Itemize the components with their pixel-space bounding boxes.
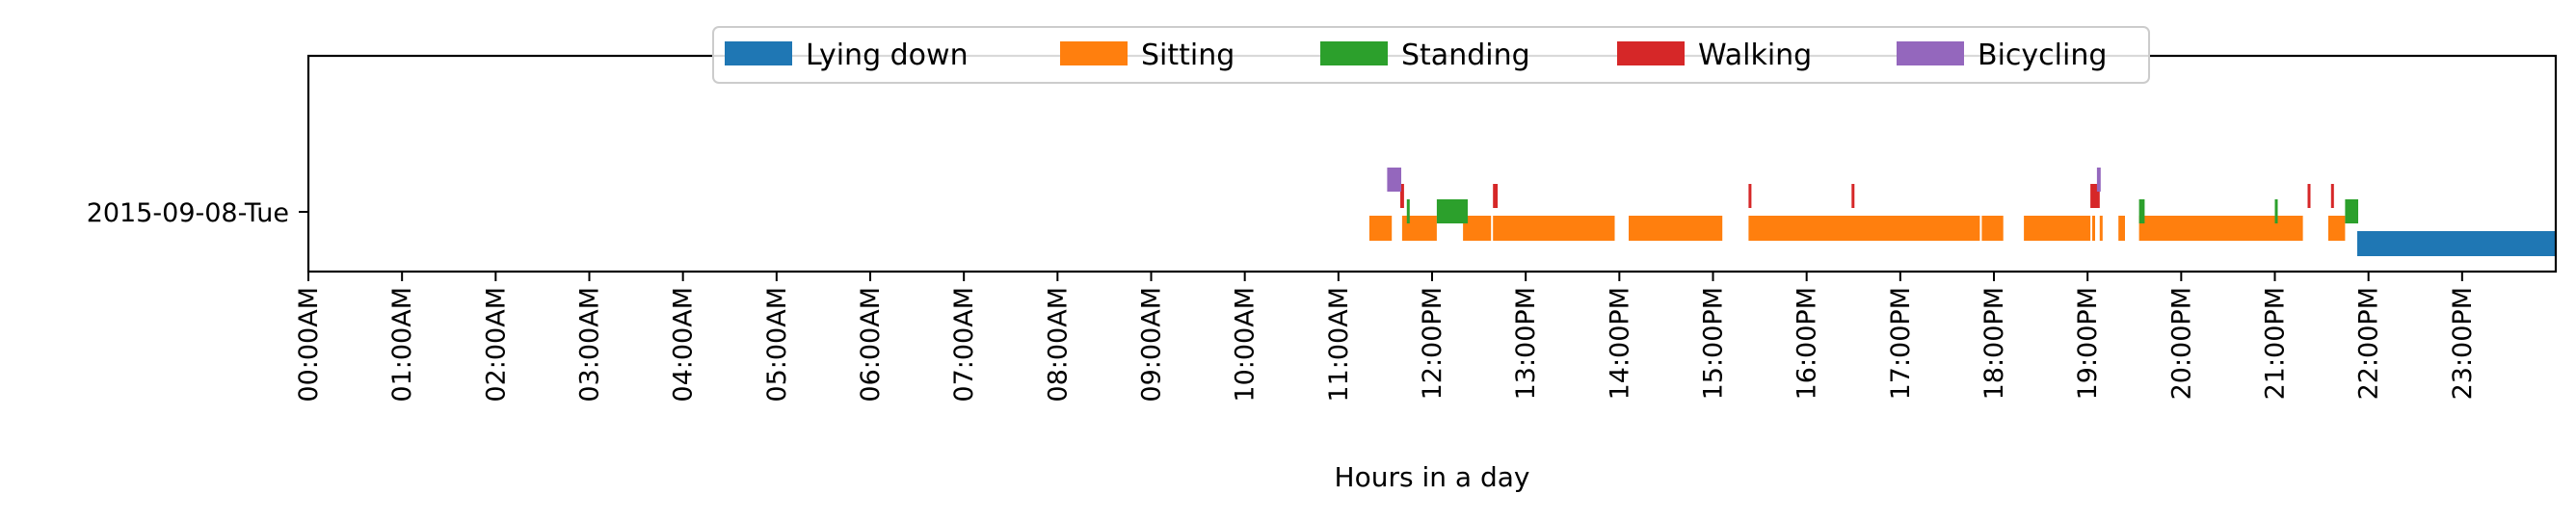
x-tick-label-2: 02:00AM <box>481 287 511 403</box>
bar-sitting-4 <box>1629 216 1723 241</box>
legend: Lying down Sitting Standing Walking Bicyclin… <box>712 26 2150 84</box>
bar-walking-5 <box>2307 184 2311 208</box>
bar-walking-6 <box>2330 184 2334 208</box>
legend-label-walking: Walking <box>1698 39 1812 72</box>
bar-standing-1 <box>1436 199 1468 223</box>
bar-walking-4 <box>2090 184 2100 208</box>
bar-walking-1 <box>1493 184 1499 208</box>
bar-lying-down-0 <box>2357 231 2556 256</box>
x-axis-label: Hours in a day <box>1335 461 1530 493</box>
legend-swatch-lying-down <box>725 41 792 65</box>
bar-standing-2 <box>2138 199 2145 223</box>
x-tick-label-14: 14:00PM <box>1605 287 1634 400</box>
bar-bicycling-0 <box>1387 168 1401 192</box>
x-tick-label-20: 20:00PM <box>2166 287 2196 400</box>
bar-standing-4 <box>2345 199 2358 223</box>
bar-sitting-8 <box>2092 216 2095 241</box>
bar-sitting-3 <box>1493 216 1615 241</box>
legend-items: Lying down Sitting Standing Walking Bicyclin… <box>725 39 2107 72</box>
x-tick-label-12: 12:00PM <box>1418 287 1447 400</box>
bar-sitting-7 <box>2024 216 2091 241</box>
bar-standing-0 <box>1406 199 1410 223</box>
y-axis: 2015-09-08-Tue <box>87 198 308 228</box>
x-tick-label-3: 03:00AM <box>575 287 605 403</box>
x-tick-label-19: 19:00PM <box>2073 287 2103 400</box>
legend-label-bicycling: Bicycling <box>1978 39 2107 72</box>
x-tick-label-18: 18:00PM <box>1979 287 2009 400</box>
y-tick-label-day: 2015-09-08-Tue <box>87 198 289 228</box>
activity-bars <box>1368 168 2556 256</box>
bar-sitting-9 <box>2099 216 2103 241</box>
legend-item-lying-down: Lying down <box>725 39 969 72</box>
bar-standing-3 <box>2274 199 2278 223</box>
x-tick-label-22: 22:00PM <box>2354 287 2384 400</box>
x-tick-label-0: 00:00AM <box>294 287 324 403</box>
x-tick-label-23: 23:00PM <box>2448 287 2478 400</box>
bar-walking-3 <box>1851 184 1855 208</box>
bar-walking-2 <box>1748 184 1752 208</box>
bar-sitting-12 <box>2327 216 2346 241</box>
legend-item-bicycling: Bicycling <box>1897 39 2107 72</box>
x-tick-label-8: 08:00AM <box>1043 287 1073 403</box>
legend-label-standing: Standing <box>1401 39 1530 72</box>
legend-label-lying-down: Lying down <box>806 39 969 72</box>
bar-sitting-6 <box>1981 216 2004 241</box>
x-tick-label-9: 09:00AM <box>1137 287 1167 403</box>
legend-label-sitting: Sitting <box>1141 39 1235 72</box>
x-axis: 00:00AM 01:00AM 02:00AM 03:00AM 04:00AM 05:00… <box>294 272 2478 403</box>
legend-swatch-standing <box>1320 41 1388 65</box>
x-tick-label-10: 10:00AM <box>1231 287 1261 403</box>
legend-swatch-bicycling <box>1897 41 1964 65</box>
legend-swatch-sitting <box>1060 41 1128 65</box>
legend-frame <box>712 26 2150 84</box>
bar-sitting-11 <box>2138 216 2303 241</box>
x-tick-label-17: 17:00PM <box>1886 287 1916 400</box>
x-tick-label-1: 01:00AM <box>387 287 417 403</box>
x-tick-label-13: 13:00PM <box>1511 287 1541 400</box>
bar-bicycling-1 <box>2096 168 2101 192</box>
bar-sitting-10 <box>2118 216 2125 241</box>
x-tick-label-16: 16:00PM <box>1793 287 1822 400</box>
x-tick-label-6: 06:00AM <box>856 287 886 403</box>
legend-item-walking: Walking <box>1617 39 1812 72</box>
bar-sitting-0 <box>1368 216 1393 241</box>
legend-item-standing: Standing <box>1320 39 1530 72</box>
legend-swatch-walking <box>1617 41 1685 65</box>
x-tick-label-15: 15:00PM <box>1699 287 1729 400</box>
legend-item-sitting: Sitting <box>1060 39 1235 72</box>
bar-sitting-5 <box>1748 216 1980 241</box>
x-tick-label-7: 07:00AM <box>949 287 979 403</box>
x-tick-label-4: 04:00AM <box>669 287 699 403</box>
bar-walking-0 <box>1400 184 1404 208</box>
x-tick-label-5: 05:00AM <box>762 287 792 403</box>
x-tick-label-21: 21:00PM <box>2261 287 2291 400</box>
x-tick-label-11: 11:00AM <box>1324 287 1354 403</box>
